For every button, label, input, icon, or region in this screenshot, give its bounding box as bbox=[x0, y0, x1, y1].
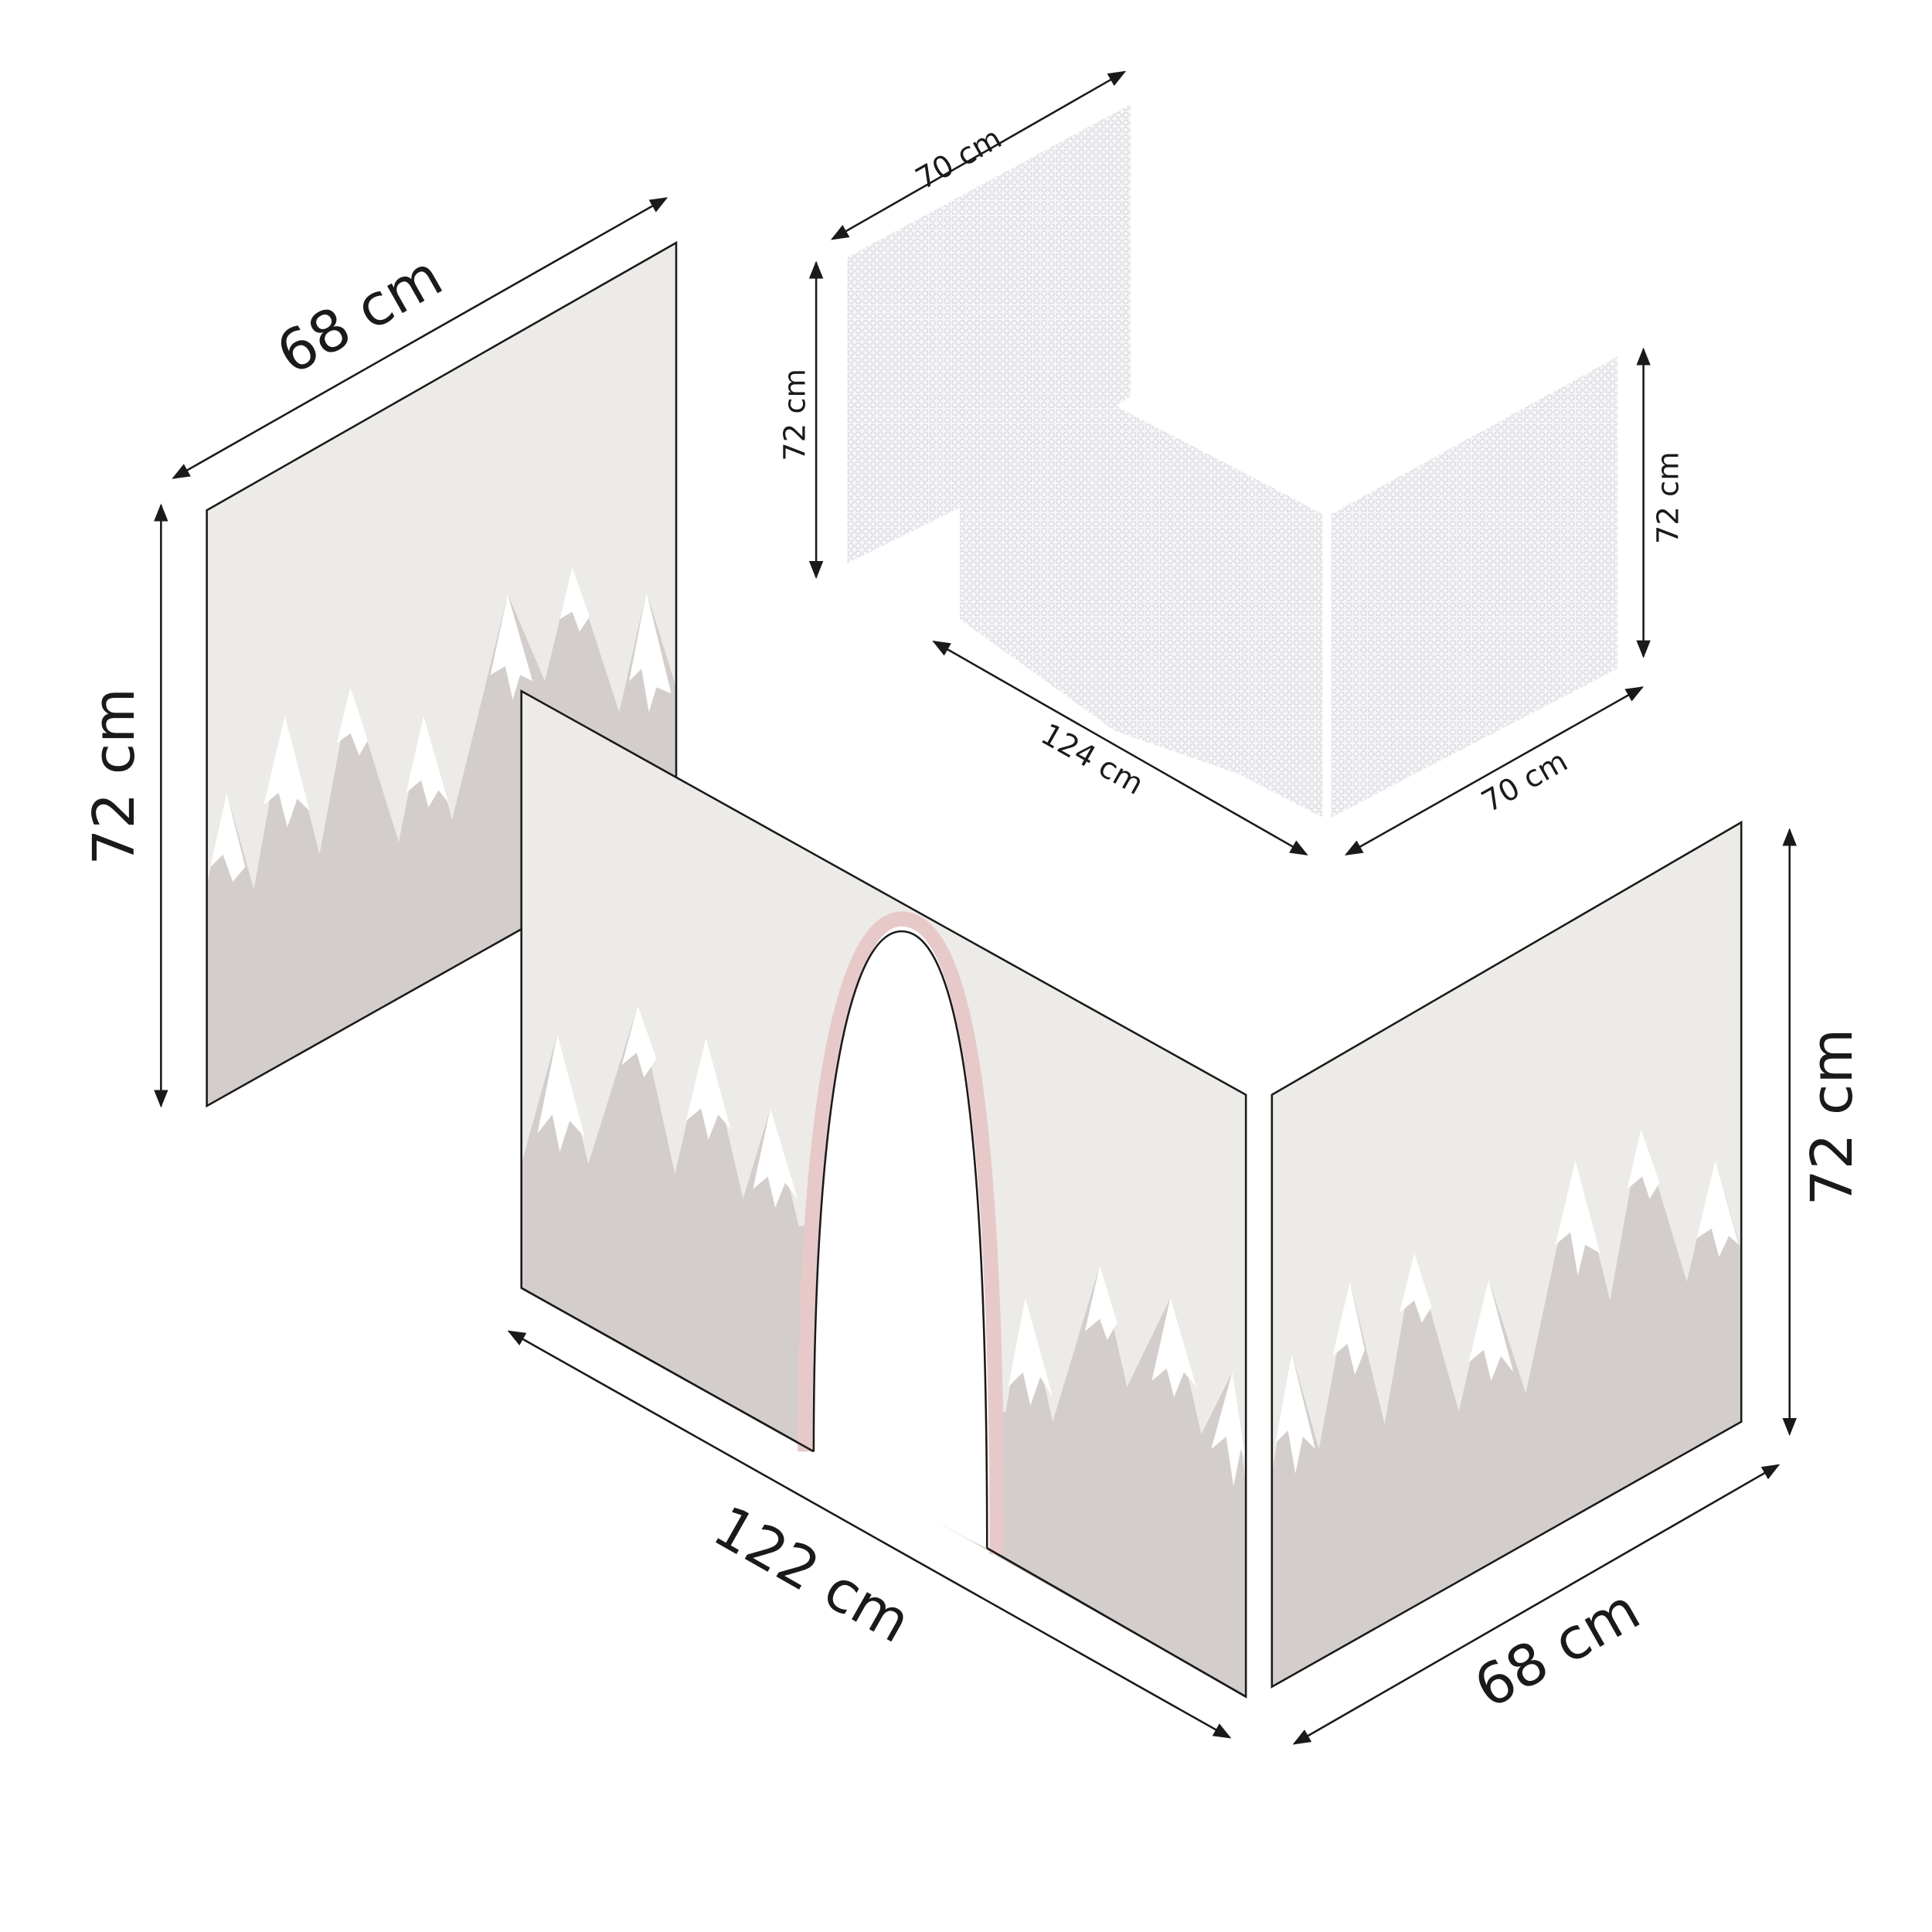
mesh-left-width-arrow bbox=[830, 70, 1127, 240]
snow-caps bbox=[210, 566, 672, 883]
front-panel-width-label: 122 cm bbox=[702, 1494, 920, 1656]
right-panel-width-arrow bbox=[1292, 1464, 1781, 1745]
front-panel-width-arrow bbox=[507, 1330, 1232, 1739]
right-panel-height-label: 72 cm bbox=[1800, 1029, 1866, 1206]
mesh-back-width-arrow bbox=[932, 640, 1308, 855]
mesh-right-height-label: 72 cm bbox=[1651, 451, 1685, 544]
mesh-right-width-arrow bbox=[1344, 686, 1645, 855]
snow-caps bbox=[1275, 1129, 1739, 1475]
mesh-right-panel bbox=[1331, 356, 1617, 818]
mesh-back-panel bbox=[959, 324, 1323, 818]
right-side-panel bbox=[1270, 820, 1743, 1689]
front-panel bbox=[520, 689, 1247, 1699]
left-panel-width-label: 68 cm bbox=[267, 243, 454, 388]
mesh-right-width-label: 70 cm bbox=[1476, 743, 1573, 819]
mesh-curtain: 70 cm 72 cm 124 cm 70 cm 72 cm bbox=[778, 70, 1685, 855]
left-panel-height-label: 72 cm bbox=[82, 688, 148, 866]
right-panel-width-label: 68 cm bbox=[1464, 1577, 1651, 1722]
left-panel-width-arrow bbox=[172, 197, 668, 479]
mesh-left-height-label: 72 cm bbox=[778, 369, 813, 461]
